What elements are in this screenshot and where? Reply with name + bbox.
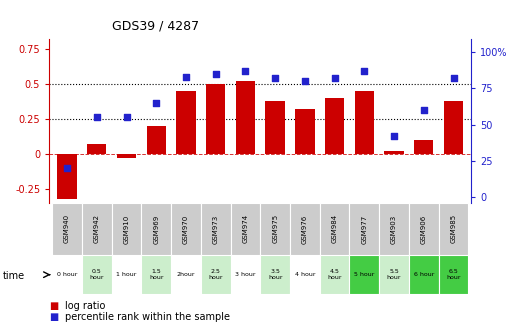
Bar (261, 203, 290, 255)
Bar (439, 255, 468, 294)
Bar (290, 203, 320, 255)
Text: 3 hour: 3 hour (235, 272, 256, 277)
Bar (414, 140, 434, 154)
Text: GSM969: GSM969 (153, 214, 159, 244)
Text: 1 hour: 1 hour (117, 272, 137, 277)
Bar (117, 154, 136, 158)
Bar (176, 91, 196, 154)
Point (330, 76, 339, 81)
Bar (57, 154, 77, 198)
Text: GSM975: GSM975 (272, 214, 278, 244)
Point (241, 68, 250, 74)
Text: 2.5
hour: 2.5 hour (208, 269, 223, 280)
Bar (409, 203, 439, 255)
Bar (261, 255, 290, 294)
Bar (82, 255, 112, 294)
Bar (266, 101, 285, 154)
Bar (409, 255, 439, 294)
Bar (379, 203, 409, 255)
Point (390, 133, 398, 139)
Point (360, 68, 368, 74)
Bar (112, 255, 141, 294)
Text: ■: ■ (49, 301, 59, 311)
Text: GSM973: GSM973 (213, 214, 219, 244)
Bar (147, 126, 166, 154)
Bar (141, 203, 171, 255)
Bar (379, 255, 409, 294)
Bar (231, 255, 261, 294)
Text: 5 hour: 5 hour (354, 272, 375, 277)
Point (211, 71, 220, 77)
Point (271, 76, 279, 81)
Point (182, 74, 190, 79)
Bar (231, 203, 261, 255)
Text: 4.5
hour: 4.5 hour (327, 269, 342, 280)
Text: GSM942: GSM942 (94, 215, 100, 243)
Bar (350, 255, 379, 294)
Bar (52, 203, 82, 255)
Text: 0 hour: 0 hour (57, 272, 77, 277)
Text: 6.5
hour: 6.5 hour (447, 269, 461, 280)
Text: 4 hour: 4 hour (295, 272, 315, 277)
Text: GSM970: GSM970 (183, 214, 189, 244)
Bar (236, 81, 255, 154)
Point (450, 76, 458, 81)
Bar (384, 151, 404, 154)
Bar (325, 98, 344, 154)
Bar (52, 255, 82, 294)
Text: GSM984: GSM984 (332, 214, 338, 244)
Bar (171, 203, 201, 255)
Point (301, 78, 309, 84)
Text: 0.5
hour: 0.5 hour (90, 269, 104, 280)
Bar (112, 203, 141, 255)
Bar (206, 84, 225, 154)
Bar (82, 203, 112, 255)
Bar (439, 203, 468, 255)
Text: GSM977: GSM977 (362, 214, 367, 244)
Text: 6 hour: 6 hour (414, 272, 434, 277)
Text: 2hour: 2hour (177, 272, 195, 277)
Text: GSM940: GSM940 (64, 214, 70, 244)
Bar (141, 255, 171, 294)
Text: ■: ■ (49, 312, 59, 321)
Text: GSM903: GSM903 (391, 214, 397, 244)
Bar (295, 109, 314, 154)
Point (152, 100, 161, 106)
Text: 1.5
hour: 1.5 hour (149, 269, 164, 280)
Bar (87, 144, 106, 154)
Bar (355, 91, 374, 154)
Bar (201, 203, 231, 255)
Text: GSM906: GSM906 (421, 214, 427, 244)
Text: GSM985: GSM985 (451, 214, 456, 244)
Text: GSM974: GSM974 (242, 214, 249, 244)
Point (63, 165, 71, 171)
Bar (201, 255, 231, 294)
Text: GSM976: GSM976 (302, 214, 308, 244)
Text: 3.5
hour: 3.5 hour (268, 269, 282, 280)
Bar (320, 255, 350, 294)
Bar (290, 255, 320, 294)
Text: percentile rank within the sample: percentile rank within the sample (65, 312, 230, 321)
Point (420, 108, 428, 113)
Text: log ratio: log ratio (65, 301, 105, 311)
Text: time: time (3, 271, 25, 281)
Bar (171, 255, 201, 294)
Text: GSM910: GSM910 (123, 214, 130, 244)
Point (122, 115, 131, 120)
Text: 5.5
hour: 5.5 hour (387, 269, 401, 280)
Bar (444, 101, 463, 154)
Text: GDS39 / 4287: GDS39 / 4287 (112, 20, 199, 33)
Bar (350, 203, 379, 255)
Bar (320, 203, 350, 255)
Point (93, 115, 101, 120)
